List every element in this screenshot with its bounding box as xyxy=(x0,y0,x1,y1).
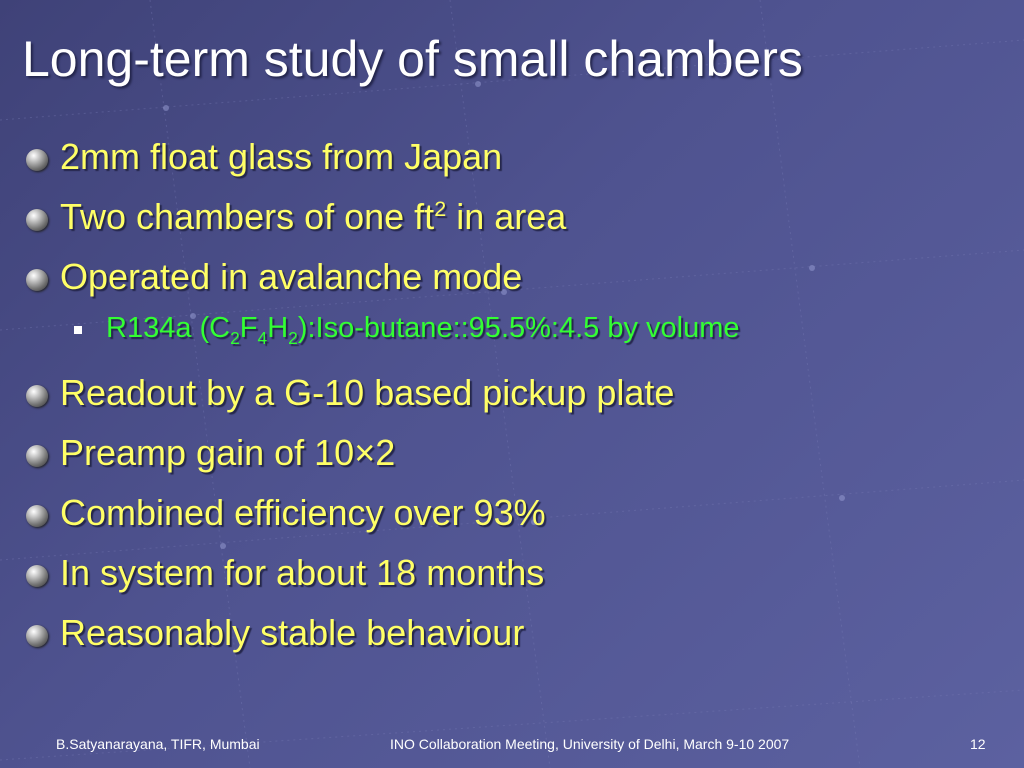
bullet-icon xyxy=(26,209,48,231)
bullet-icon xyxy=(26,445,48,467)
text-run: Operated in avalanche mode xyxy=(60,256,523,297)
slide-title: Long-term study of small chambers xyxy=(22,31,803,87)
sub-bullet-icon xyxy=(74,326,82,334)
text-run: H xyxy=(267,312,289,344)
text-run: R134a (C xyxy=(106,312,231,344)
text-run: Reasonably stable behaviour xyxy=(60,612,525,653)
text-run: Preamp gain of 10×2 xyxy=(60,432,396,473)
bullet-icon xyxy=(26,385,48,407)
bullet-text: Combined efficiency over 93% xyxy=(60,492,546,534)
footer-author: B.Satyanarayana, TIFR, Mumbai xyxy=(56,736,260,752)
text-run: 2 xyxy=(230,327,240,348)
bullet-icon xyxy=(26,625,48,647)
footer-event: INO Collaboration Meeting, University of… xyxy=(390,736,790,752)
page-number: 12 xyxy=(970,736,986,752)
bullet-icon xyxy=(26,565,48,587)
text-run: in area xyxy=(446,196,567,237)
sub-bullet-text: R134a (C2F4H2):Iso-butane::95.5%:4.5 by … xyxy=(106,312,740,349)
text-run: Two chambers of one ft xyxy=(60,196,435,237)
text-run: ):Iso-butane::95.5%:4.5 by volume xyxy=(297,312,740,344)
text-run: 4 xyxy=(257,327,268,348)
text-run: Readout by a G-10 based pickup plate xyxy=(60,372,675,413)
text-run: Combined efficiency over 93% xyxy=(60,492,546,533)
bullet-icon xyxy=(26,505,48,527)
text-run: 2 xyxy=(434,196,447,221)
bullet-text: Two chambers of one ft2 in area xyxy=(60,196,566,238)
text-run: F xyxy=(239,312,258,344)
bullet-text: Reasonably stable behaviour xyxy=(60,612,524,654)
bullet-icon xyxy=(26,269,48,291)
bullet-text: 2mm float glass from Japan xyxy=(60,136,502,178)
bullet-text: Readout by a G-10 based pickup plate xyxy=(60,372,674,414)
bullet-text: Operated in avalanche mode xyxy=(60,256,522,298)
text-run: 2mm float glass from Japan xyxy=(60,136,503,177)
bullet-text: In system for about 18 months xyxy=(60,552,544,594)
bullet-text: Preamp gain of 10×2 xyxy=(60,432,395,474)
text-run: 2 xyxy=(288,327,298,348)
bullet-icon xyxy=(26,149,48,171)
text-run: In system for about 18 months xyxy=(60,552,545,593)
